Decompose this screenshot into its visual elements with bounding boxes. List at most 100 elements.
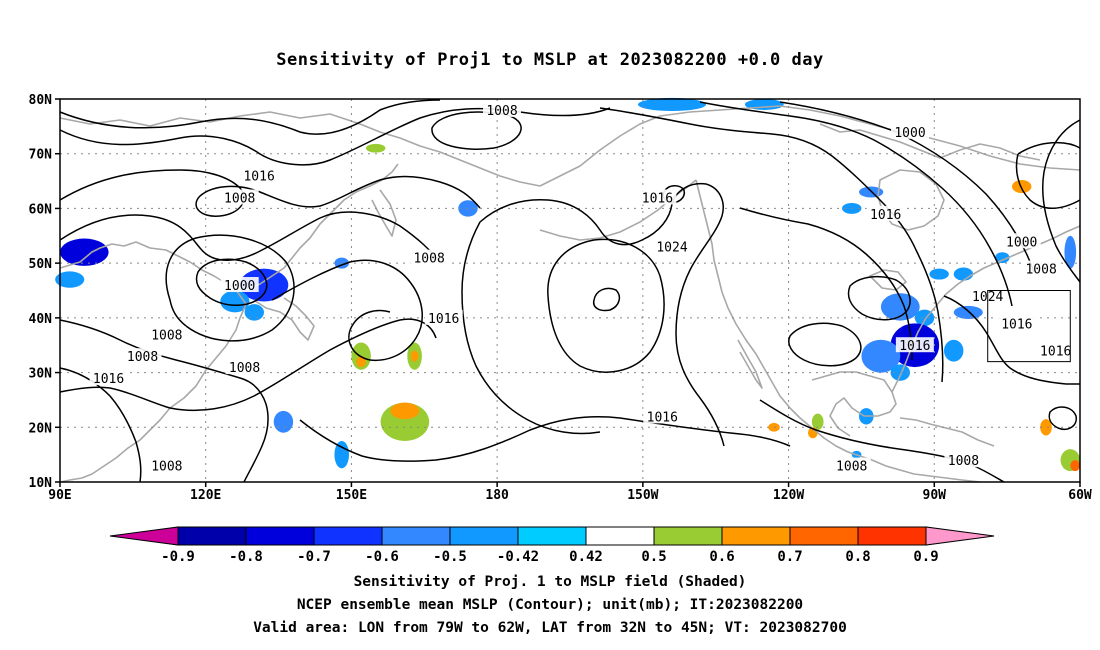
contour-label: 1016 [643,408,682,425]
contour-label: 1008 [944,452,983,469]
sensitivity-patch-27 [390,402,420,420]
sensitivity-patch-3 [220,290,250,313]
isobar-1016-us-ring [788,322,862,367]
sensitivity-patch-4 [244,304,264,321]
colorbar-tick-label: 0.42 [569,549,603,565]
coastline-siberia-arctic [59,111,541,187]
colorbar-swatch-max [925,526,995,546]
map-gridlines [60,99,1080,482]
sensitivity-patch-17 [953,305,983,319]
lat-tick-label: 80N [29,93,53,108]
contour-label-text: 1000 [894,126,925,141]
contour-label: 1000 [891,123,929,141]
isobar-1000-greenland [1041,119,1081,283]
contour-label-text: 1016 [1001,317,1032,332]
isobar-1008-east-ring [1015,141,1081,209]
colorbar-swatch [721,526,791,546]
contour-label-text: 1024 [656,241,687,256]
contour-label: 1008 [1022,260,1061,278]
lat-tick-label: 50N [29,257,53,272]
colorbar-swatch [313,526,383,546]
contour-label: 1016 [895,337,934,354]
colorbar-tick-label: 0.6 [709,549,734,565]
sensitivity-patch-13 [929,268,949,280]
coastline-caribbean [899,417,995,447]
colorbar-tick-label: 0.5 [641,549,666,565]
colorbar-tick-label: -0.42 [497,549,539,565]
lon-tick-label: 90E [48,488,71,503]
figure-title: Sensitivity of Proj1 to MSLP at 20230822… [276,50,824,70]
contour-label: 1000 [1002,233,1041,250]
mslp-contours [59,99,1081,483]
colorbar-swatch [857,526,927,546]
contour-label: 1008 [225,359,264,376]
sensitivity-patch-36 [366,143,386,153]
sensitivity-patch-34 [336,123,376,141]
contour-label-text: 1016 [1040,345,1071,360]
contour-labels: 1008 1000 1016 1008 1016 1016 1024 1000 1008 1008… [89,101,1075,475]
coastline-east-asia [59,241,247,483]
coastline-us-east [891,225,1081,393]
coastline-alaska [539,105,1081,187]
lon-tick-label: 120E [190,488,221,503]
sensitivity-patch-42 [1040,419,1052,436]
isobar-1016-alaska [599,107,944,383]
contour-label-text: 1008 [486,104,517,119]
contour-label: 1016 [240,167,279,185]
contour-label: 1000 [220,277,259,294]
isobar-1024-ring [547,238,665,373]
contour-label: 1008 [147,326,186,343]
isobar-1024-atlantic-ring [847,275,911,321]
isobar-1008-central [59,211,441,263]
colorbar-swatch [381,526,451,546]
sensitivity-patch-6 [334,440,350,469]
sensitivity-patch-0 [60,238,109,266]
coastline-central-america [871,459,981,483]
isobar-1016-atlantic-south [943,295,1080,385]
isobar-1000-north-atlantic [779,101,1035,273]
contour-label: 1008 [123,348,162,365]
isobar-1016-west [59,319,269,483]
sensitivity-patch-23 [1064,235,1077,269]
contour-label: 1008 [832,457,871,475]
coastline-aleutians [539,179,697,241]
contour-label-text: 1008 [127,350,158,365]
contour-label-text: 1008 [151,328,182,343]
lat-tick-label: 40N [29,312,53,327]
contour-label-text: 1008 [948,454,979,469]
isobar-1008-tropical [759,399,1005,483]
colorbar: -0.9 -0.8 -0.7 -0.6 -0.5 -0.42 0.42 0.5 0.6 0.7 0.… [109,526,995,565]
colorbar-swatch [245,526,315,546]
contour-label: 1008 [410,249,449,267]
sensitivity-patch-21 [944,339,964,362]
sensitivity-patch-14 [953,267,974,281]
colorbar-tick-label: -0.9 [161,549,195,565]
caption-line-2: NCEP ensemble mean MSLP (Contour); unit(… [296,597,804,613]
contour-label: 1016 [424,309,463,327]
coastline-kamchatka [371,189,397,237]
colorbar-tick-label: -0.5 [433,549,467,565]
contour-label-text: 1016 [899,339,930,354]
lat-tick-label: 30N [29,367,53,382]
colorbar-tick-label: 0.9 [913,549,938,565]
coastline-canada-arctic [819,123,1041,161]
sensitivity-patch-19 [861,339,901,373]
lon-tick-label: 90W [923,488,947,503]
caption-line-3: Valid area: LON from 79W to 62W, LAT fro… [253,620,847,636]
sensitivity-patch-9 [638,97,706,112]
contour-label-text: 1016 [243,170,274,185]
valid-area-box [987,290,1071,363]
isobar-1008-lower-west [59,367,142,483]
lat-tick-label: 60N [29,202,53,217]
sensitivity-patch-22 [995,252,1010,264]
isobar-1016-siberia [59,169,481,217]
colorbar-swatch [789,526,859,546]
contour-label: 1024 [653,238,691,256]
isobar-1016-center [271,259,423,362]
lat-tick-label: 20N [29,421,53,436]
contour-label: 1016 [1036,342,1075,360]
contour-label: 1016 [638,189,677,206]
colorbar-swatch [653,526,723,546]
coastline-baja [737,339,763,389]
